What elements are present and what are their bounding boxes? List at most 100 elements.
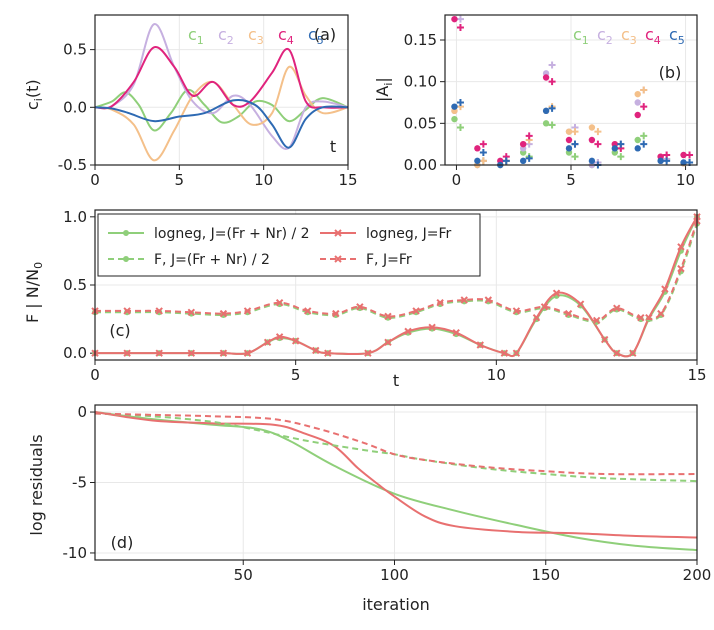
series-marker-x: [532, 314, 541, 322]
dot-c4: [588, 136, 596, 144]
panel-c-xtick-label: 10: [487, 366, 506, 384]
residual-line: [94, 411, 698, 552]
panel-c-xtick-label: 0: [90, 366, 100, 384]
dot-c4: [542, 74, 550, 81]
panel-b-xtick-label: 10: [676, 171, 695, 189]
series-marker-x: [275, 299, 284, 307]
series-marker-x: [500, 349, 509, 357]
series-marker-x: [243, 349, 252, 357]
panel-b-label: (b): [659, 63, 682, 82]
panel-d-frame: [94, 404, 698, 561]
panel-a-xtick-label: 5: [175, 171, 185, 189]
panel-c-ylabel: F | N/N0: [23, 262, 45, 323]
residual-line: [94, 411, 698, 539]
panel-a-label: (a): [314, 25, 336, 44]
series-c1-line: [94, 88, 349, 132]
series-marker-x: [155, 349, 163, 357]
dot-c3: [634, 90, 641, 98]
plus-c5: [479, 149, 487, 156]
panel-d-xtick-label: 200: [683, 566, 712, 584]
panel-a-xtick-label: 0: [90, 171, 100, 189]
plus-c3: [594, 128, 602, 136]
series-marker-x: [219, 309, 228, 318]
plus-c2: [548, 61, 556, 69]
series-marker-x: [275, 333, 284, 341]
series-marker-x: [187, 349, 196, 357]
dot-c2: [634, 99, 641, 106]
dot-c5: [657, 157, 664, 165]
panel-d-ylabel-text: log residuals: [27, 434, 46, 535]
series-marker-x: [452, 329, 460, 337]
dot-c5: [634, 145, 641, 152]
dot-c5: [588, 157, 596, 165]
dot-c4: [519, 140, 527, 148]
legend-c5: c5: [308, 25, 324, 47]
plus-c1: [617, 153, 625, 161]
panel-b-ylabel-text: |Ai|: [373, 77, 395, 102]
panel-c-legend: logneg, J=(Fr + Nr) / 2 logneg, J=Fr F, J=…: [97, 213, 481, 277]
dot-c4: [634, 111, 641, 119]
series-marker-x: [613, 349, 621, 357]
legend-marker-x: [334, 229, 342, 237]
panel-d-label: (d): [111, 533, 134, 552]
panel-b-xtick-label: 0: [452, 171, 462, 189]
panel-c-ytick-label: 0.0: [63, 344, 87, 362]
legend-label: logneg, J=Fr: [366, 226, 452, 242]
panel-c-xtick-label: 5: [291, 366, 301, 384]
panel-c-frame: [94, 209, 698, 361]
panel-c-xlabel: t: [393, 371, 399, 390]
panel-a-xtick-label: 15: [338, 171, 357, 189]
legend-c3: c3: [248, 25, 264, 47]
plus-c5: [617, 140, 625, 148]
panel-a-ylabel-text: ci(t): [23, 79, 45, 110]
plus-c4: [640, 103, 648, 111]
plus-c4: [686, 151, 694, 159]
plus-c5: [502, 157, 510, 165]
panel-d-xtick-label: 150: [531, 566, 560, 584]
panel-b-ytick-label: 0.10: [404, 73, 437, 91]
legend-c5: c5: [669, 25, 685, 47]
plus-c5: [525, 154, 533, 162]
panel-b-frame: [444, 14, 698, 166]
dot-c1: [542, 120, 550, 127]
residual-line: [94, 412, 698, 483]
series-marker-x: [123, 349, 131, 357]
legend-marker-dot: [123, 230, 129, 236]
legend-marker-x: [334, 255, 342, 263]
series-marker-x: [436, 299, 444, 307]
plus-c5: [456, 99, 464, 106]
plus-c5: [663, 157, 671, 165]
legend-c1: c1: [188, 25, 204, 47]
panel-d-xtick-label: 100: [380, 566, 409, 584]
plus-c3: [640, 86, 648, 94]
panel-c-label: (c): [109, 321, 130, 340]
panel-d: 50 100 150 200 0 -5 -10 (d) iteration log residua…: [27, 403, 711, 614]
panel-a-ytick-label: 0.0: [63, 98, 87, 116]
series-marker-x: [600, 335, 609, 344]
series-marker-x: [677, 264, 685, 273]
series-marker-x: [384, 312, 392, 321]
dot-c5: [680, 159, 687, 166]
series-marker-x: [540, 303, 549, 311]
dot-c1: [634, 136, 641, 144]
plus-c4: [594, 140, 602, 148]
dot-c5: [451, 103, 458, 110]
dot-c3: [565, 128, 573, 135]
series-marker-x: [187, 308, 196, 316]
plus-c4: [456, 24, 464, 31]
panel-c-ylabel-text: F | N/N0: [23, 262, 45, 323]
series-marker-x: [592, 316, 601, 325]
legend-c2: c2: [218, 25, 234, 47]
series-marker-x: [428, 323, 436, 331]
series-line: [94, 220, 698, 322]
legend-c3: c3: [621, 25, 637, 47]
panel-b-ytick-label: 0.15: [404, 31, 437, 49]
dot-c5: [611, 145, 619, 152]
panel-b-ytick-label: 0.00: [404, 156, 437, 174]
panel-b-ytick-label: 0.05: [404, 114, 437, 132]
panel-b-ylabel: |Ai|: [373, 77, 395, 102]
panel-d-ytick-label: -5: [72, 474, 87, 492]
plus-c1: [548, 121, 556, 129]
plus-c5: [571, 140, 579, 148]
